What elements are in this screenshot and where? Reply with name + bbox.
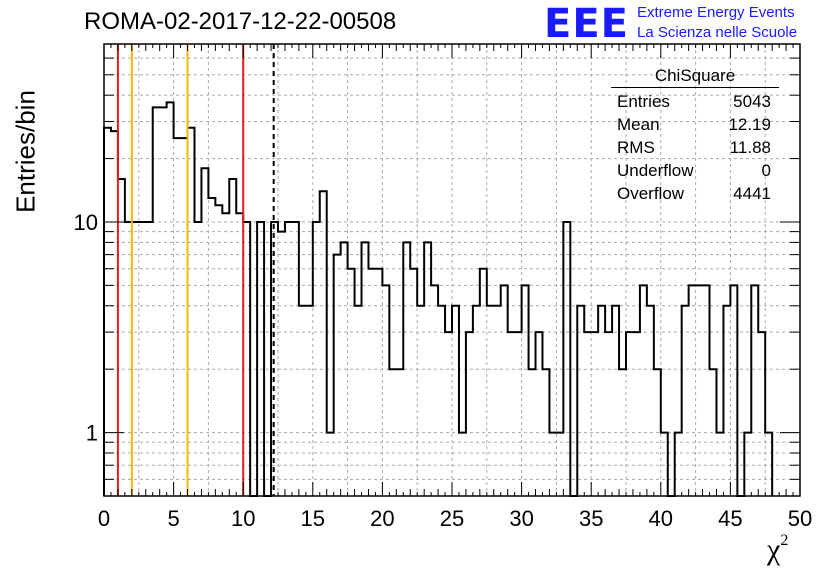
x-tick-label: 25 — [440, 506, 464, 531]
stats-value: 5043 — [733, 92, 771, 111]
x-tick-label: 50 — [788, 506, 812, 531]
stats-row-overflow: Overflow 4441 — [611, 182, 779, 205]
x-tick-label: 35 — [579, 506, 603, 531]
stats-label: Underflow — [617, 161, 694, 180]
logo-caption: Extreme Energy Events La Scienza nelle S… — [637, 3, 797, 43]
stats-value: 12.19 — [728, 115, 771, 134]
x-tick-label: 45 — [718, 506, 742, 531]
stats-label: Entries — [617, 92, 670, 111]
x-tick-label: 5 — [167, 506, 179, 531]
stats-row-underflow: Underflow 0 — [611, 159, 779, 182]
x-axis-label: χ2 — [767, 532, 788, 567]
histogram-line — [103, 101, 774, 497]
eee-logo: EEE — [544, 1, 629, 47]
logo-caption-line-1: Extreme Energy Events — [637, 4, 795, 21]
stats-label: Overflow — [617, 184, 685, 203]
stats-row-mean: Mean 12.19 — [611, 113, 779, 136]
y-tick-label: 1 — [86, 421, 98, 446]
stats-value: 11.88 — [729, 138, 771, 157]
x-tick-label: 0 — [98, 506, 110, 531]
chart-title: ROMA-02-2017-12-22-00508 — [84, 8, 397, 35]
logo-caption-line-2: La Scienza nelle Scuole — [637, 24, 798, 41]
x-tick-label: 15 — [301, 506, 325, 531]
stats-box-title: ChiSquare — [611, 66, 779, 88]
x-tick-label: 10 — [231, 506, 255, 531]
stats-row-entries: Entries 5043 — [611, 90, 779, 113]
stats-value: 0 — [761, 161, 771, 180]
y-tick-label: 10 — [74, 210, 98, 235]
y-axis-label-box: Entries/bin — [8, 90, 41, 213]
stats-label: RMS — [617, 138, 655, 157]
x-axis-label-sup: 2 — [780, 532, 789, 549]
x-tick-label: 20 — [370, 506, 394, 531]
stats-box: ChiSquare Entries 5043 Mean 12.19 RMS 11.88… — [611, 66, 779, 205]
stats-value: 4441 — [733, 184, 771, 203]
x-axis-label-main: χ — [767, 533, 781, 566]
x-tick-label: 30 — [509, 506, 533, 531]
x-tick-label: 40 — [649, 506, 673, 531]
y-axis-label: Entries/bin — [10, 90, 41, 213]
stats-label: Mean — [617, 115, 660, 134]
stats-row-rms: RMS 11.88 — [611, 136, 779, 159]
